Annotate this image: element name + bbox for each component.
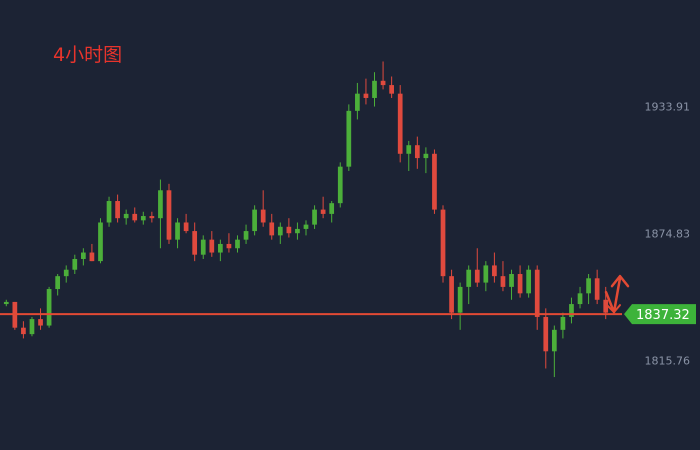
candle-body	[560, 316, 566, 330]
candle-body	[389, 85, 394, 94]
candle-body	[337, 166, 343, 204]
candle-body	[183, 222, 189, 232]
candle-body	[80, 252, 86, 259]
candle-body	[586, 278, 591, 294]
candle-body	[449, 276, 454, 313]
candle-body	[192, 231, 198, 255]
candle-body	[397, 93, 403, 154]
candle-body	[492, 265, 497, 277]
candle-body	[312, 209, 317, 225]
candle-body	[277, 226, 283, 236]
candle-body	[106, 201, 112, 223]
chart-title: 4小时图	[53, 44, 123, 66]
candle-body	[252, 209, 257, 232]
candle-body	[132, 213, 138, 221]
y-tick-label: 1815.76	[645, 354, 691, 367]
candle-body	[440, 209, 446, 277]
candle-body	[226, 243, 232, 249]
candle-body	[406, 145, 412, 154]
candle-body	[243, 231, 249, 240]
candle-body	[534, 269, 540, 317]
candle-body	[603, 299, 609, 313]
candle-body	[295, 228, 300, 234]
candle-body	[432, 153, 437, 210]
candle-body	[38, 319, 43, 326]
candle-body	[55, 276, 61, 290]
candle-body	[123, 213, 129, 219]
candle-body	[115, 201, 120, 219]
candle-body	[269, 222, 275, 236]
candle-body	[209, 239, 215, 253]
candle-body	[577, 293, 583, 305]
candle-body	[303, 224, 309, 229]
candle-body	[89, 252, 95, 262]
candle-body	[72, 258, 78, 270]
candle-body	[466, 269, 472, 287]
candle-body	[551, 329, 557, 352]
candle-body	[517, 274, 523, 294]
y-tick-label: 1933.91	[645, 101, 691, 114]
candle-body	[423, 153, 429, 159]
candle-body	[414, 145, 420, 159]
candle-body	[149, 216, 155, 219]
candle-body	[329, 203, 335, 214]
candle-body	[457, 286, 463, 313]
candle-body	[260, 209, 266, 223]
candle-body	[320, 209, 326, 214]
candle-body	[500, 276, 506, 287]
arrow-head-up-icon	[610, 274, 630, 288]
arrow-head-down-icon	[607, 304, 621, 314]
candle-body	[569, 304, 574, 317]
y-tick-label: 1874.83	[645, 228, 691, 241]
candle-body	[363, 93, 369, 98]
candle-body	[46, 289, 52, 326]
candle-body	[98, 222, 103, 262]
candle-body	[200, 239, 206, 255]
candle-body	[380, 80, 386, 86]
candle-body	[355, 93, 360, 111]
candle-body	[175, 222, 180, 240]
candle-body	[29, 319, 35, 335]
candle-body	[166, 190, 172, 240]
candle-body	[63, 269, 69, 277]
current-price-tag	[624, 304, 696, 325]
candle-body	[346, 110, 352, 167]
candle-body	[509, 274, 514, 287]
candle-body	[543, 316, 549, 352]
candle-body	[218, 243, 223, 253]
candle-body	[483, 265, 489, 283]
candle-body	[474, 269, 480, 283]
candle-body	[286, 226, 292, 234]
candle-body	[235, 239, 240, 249]
candle-body	[3, 301, 9, 305]
candle-body	[594, 278, 600, 300]
current-price-label: 1837.32	[636, 308, 690, 323]
candle-body	[21, 327, 26, 335]
candle-body	[140, 216, 146, 221]
candle-body	[526, 269, 532, 294]
candle-body	[372, 80, 377, 98]
candle-body	[158, 190, 163, 219]
